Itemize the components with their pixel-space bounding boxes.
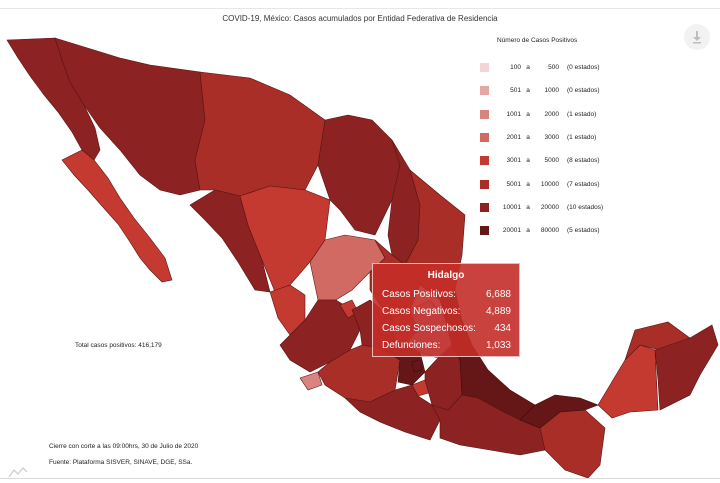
legend-count: (1 estado) [567, 134, 597, 142]
state-baja-california-sur[interactable] [61, 149, 173, 283]
legend-item[interactable]: 3001 a 5000 (8 estados) [480, 149, 680, 172]
state-chihuahua[interactable] [194, 71, 326, 197]
source-note: Fuente: Plataforma SISVER, SINAVE, DGE, … [49, 459, 193, 466]
legend-max: 20000 [540, 203, 559, 211]
legend-sep: a [526, 203, 530, 211]
legend-min: 3001 [506, 157, 521, 165]
state-cdmx[interactable] [411, 359, 423, 373]
legend-item[interactable]: 10001 a 20000 (10 estados) [480, 196, 680, 219]
legend-sep: a [526, 227, 530, 235]
legend-max: 3000 [544, 134, 559, 142]
state-coahuila[interactable] [317, 114, 401, 236]
legend-count: (0 estados) [567, 64, 600, 72]
legend-max: 10000 [540, 180, 559, 188]
legend-swatch [480, 226, 489, 236]
legend-min: 100 [510, 64, 521, 72]
legend-item[interactable]: 20001 a 80000 (5 estados) [480, 219, 680, 242]
legend-max: 5000 [544, 157, 559, 165]
tooltip-row: Defunciones: 1,033 [373, 337, 519, 354]
cutoff-note: Cierre con corte a las 09:00hrs, 30 de J… [49, 443, 199, 450]
state-tabasco[interactable] [519, 394, 599, 429]
tooltip-label: Casos Positivos: [382, 289, 456, 300]
bottom-divider [0, 478, 720, 479]
legend-max: 2000 [544, 110, 559, 118]
legend-min: 10001 [502, 203, 521, 211]
legend-min: 5001 [506, 180, 521, 188]
legend-swatch [480, 63, 489, 73]
tooltip-row: Casos Positivos: 6,688 [373, 286, 519, 303]
legend-max: 1000 [544, 87, 559, 95]
state-jalisco[interactable] [279, 299, 361, 373]
legend-item[interactable]: 100 a 500 (0 estados) [480, 56, 680, 79]
legend-swatch [480, 179, 489, 189]
legend-title: Número de Casos Positivos [497, 37, 578, 44]
legend-sep: a [526, 110, 530, 118]
legend-sep: a [526, 157, 530, 165]
tooltip-value: 434 [494, 323, 511, 334]
legend: Número de Casos Positivos 100 a 500 (0 esta… [480, 37, 680, 242]
state-quintana-roo[interactable] [654, 324, 719, 411]
legend-count: (5 estados) [567, 227, 600, 235]
state-colima[interactable] [299, 371, 323, 391]
tooltip-row: Casos Negativos: 4,889 [373, 303, 519, 320]
tooltip-value: 4,889 [485, 306, 511, 317]
total-cases: Total casos positivos: 416,179 [75, 342, 162, 349]
download-button[interactable] [684, 24, 710, 50]
legend-sep: a [526, 87, 530, 95]
legend-min: 2001 [506, 134, 521, 142]
tooltip-value: 1,033 [485, 340, 511, 351]
legend-count: (1 estado) [567, 110, 597, 118]
legend-item[interactable]: 2001 a 3000 (1 estado) [480, 126, 680, 149]
legend-min: 20001 [502, 227, 521, 235]
legend-sep: a [526, 64, 530, 72]
tooltip-row: Casos Sospechosos: 434 [373, 320, 519, 337]
download-icon [693, 31, 701, 44]
legend-sep: a [526, 134, 530, 142]
legend-max: 500 [548, 64, 559, 72]
tooltip-label: Casos Negativos: [382, 306, 461, 317]
legend-min: 1001 [506, 110, 521, 118]
legend-item[interactable]: 501 a 1000 (0 estados) [480, 79, 680, 102]
legend-count: (7 estados) [567, 180, 600, 188]
legend-swatch [480, 133, 489, 143]
legend-swatch [480, 86, 489, 96]
legend-count: (10 estados) [567, 203, 604, 211]
legend-item[interactable]: 5001 a 10000 (7 estados) [480, 172, 680, 195]
top-divider [0, 8, 720, 9]
legend-max: 80000 [540, 227, 559, 235]
legend-sep: a [526, 180, 530, 188]
tooltip-value: 6,688 [485, 289, 511, 300]
state-sonora[interactable] [54, 37, 206, 196]
tooltip-label: Defunciones: [382, 340, 441, 351]
legend-swatch [480, 109, 489, 119]
tooltip-label: Casos Sospechosos: [382, 323, 476, 334]
legend-swatch [480, 202, 489, 212]
tooltip-state-name: Hidalgo [427, 270, 465, 281]
legend-count: (8 estados) [567, 157, 600, 165]
chart-logo-icon [8, 467, 28, 478]
map-title: COVID-19, México: Casos acumulados por E… [222, 14, 498, 23]
legend-item[interactable]: 1001 a 2000 (1 estado) [480, 103, 680, 126]
legend-swatch [480, 156, 489, 166]
legend-min: 501 [510, 87, 521, 95]
legend-count: (0 estados) [567, 87, 600, 95]
state-tooltip: Hidalgo Casos Positivos: 6,688 Casos Negat… [372, 263, 520, 357]
